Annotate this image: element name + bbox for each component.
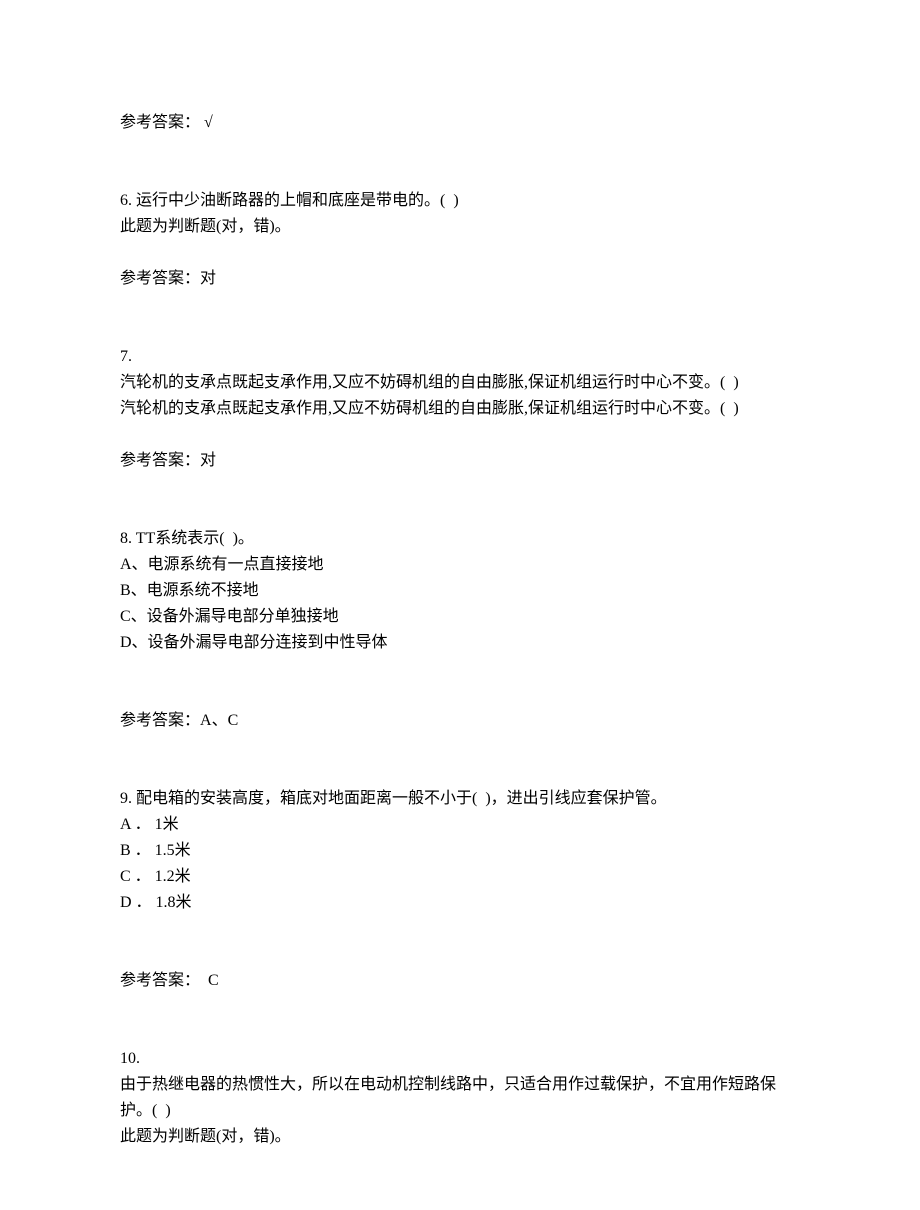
- question-body: TT系统表示( )。: [132, 530, 254, 547]
- question-8-answer: 参考答案：A、C: [120, 708, 800, 734]
- answer-label: 参考答案：: [120, 270, 200, 287]
- question-line-2: 汽轮机的支承点既起支承作用,又应不妨碍机组的自由膨胀,保证机组运行时中心不变。(…: [120, 396, 800, 422]
- spacer: [120, 656, 800, 708]
- answer-line: 参考答案：对: [120, 448, 800, 474]
- question-text: 9. 配电箱的安装高度，箱底对地面距离一般不小于( )，进出引线应套保护管。: [120, 786, 800, 812]
- question-number: 8.: [120, 530, 132, 547]
- question-text: 6. 运行中少油断路器的上帽和底座是带电的。( ): [120, 188, 800, 214]
- answer-line: 参考答案：对: [120, 266, 800, 292]
- question-9: 9. 配电箱的安装高度，箱底对地面距离一般不小于( )，进出引线应套保护管。 A…: [120, 786, 800, 916]
- spacer: [120, 136, 800, 188]
- spacer: [120, 422, 800, 448]
- answer-line: 参考答案：A、C: [120, 708, 800, 734]
- question-text: 8. TT系统表示( )。: [120, 526, 800, 552]
- answer-label: 参考答案：: [120, 712, 200, 729]
- spacer: [120, 994, 800, 1046]
- question-5-answer: 参考答案： √: [120, 110, 800, 136]
- answer-label: 参考答案：: [120, 452, 200, 469]
- question-7-answer: 参考答案：对: [120, 448, 800, 474]
- spacer: [120, 292, 800, 344]
- answer-label: 参考答案：: [120, 114, 200, 131]
- question-body: 运行中少油断路器的上帽和底座是带电的。( ): [132, 192, 459, 209]
- question-10: 10. 由于热继电器的热惯性大，所以在电动机控制线路中，只适合用作过载保护，不宜…: [120, 1046, 800, 1150]
- answer-value: 对: [200, 270, 216, 287]
- spacer: [120, 734, 800, 786]
- question-number: 7.: [120, 344, 800, 370]
- spacer: [120, 240, 800, 266]
- question-7: 7. 汽轮机的支承点既起支承作用,又应不妨碍机组的自由膨胀,保证机组运行时中心不…: [120, 344, 800, 422]
- question-number: 6.: [120, 192, 132, 209]
- question-body: 配电箱的安装高度，箱底对地面距离一般不小于( )，进出引线应套保护管。: [132, 790, 667, 807]
- answer-value: A、C: [200, 712, 238, 729]
- answer-value: C: [200, 972, 219, 989]
- question-6-answer: 参考答案：对: [120, 266, 800, 292]
- option-b: B ． 1.5米: [120, 838, 800, 864]
- answer-line: 参考答案： C: [120, 968, 800, 994]
- option-a: A、电源系统有一点直接接地: [120, 552, 800, 578]
- option-a: A ． 1米: [120, 812, 800, 838]
- question-type: 此题为判断题(对，错)。: [120, 214, 800, 240]
- spacer: [120, 474, 800, 526]
- question-number: 10.: [120, 1046, 800, 1072]
- question-9-answer: 参考答案： C: [120, 968, 800, 994]
- question-8: 8. TT系统表示( )。 A、电源系统有一点直接接地 B、电源系统不接地 C、…: [120, 526, 800, 656]
- question-line-1: 汽轮机的支承点既起支承作用,又应不妨碍机组的自由膨胀,保证机组运行时中心不变。(…: [120, 370, 800, 396]
- question-number: 9.: [120, 790, 132, 807]
- option-d: D、设备外漏导电部分连接到中性导体: [120, 630, 800, 656]
- spacer: [120, 916, 800, 968]
- option-c: C、设备外漏导电部分单独接地: [120, 604, 800, 630]
- question-body: 由于热继电器的热惯性大，所以在电动机控制线路中，只适合用作过载保护，不宜用作短路…: [120, 1072, 800, 1124]
- answer-value: 对: [200, 452, 216, 469]
- answer-label: 参考答案：: [120, 972, 200, 989]
- answer-value: √: [200, 114, 213, 131]
- option-d: D ． 1.8米: [120, 890, 800, 916]
- question-6: 6. 运行中少油断路器的上帽和底座是带电的。( ) 此题为判断题(对，错)。: [120, 188, 800, 240]
- question-type: 此题为判断题(对，错)。: [120, 1124, 800, 1150]
- answer-line: 参考答案： √: [120, 110, 800, 136]
- option-b: B、电源系统不接地: [120, 578, 800, 604]
- option-c: C ． 1.2米: [120, 864, 800, 890]
